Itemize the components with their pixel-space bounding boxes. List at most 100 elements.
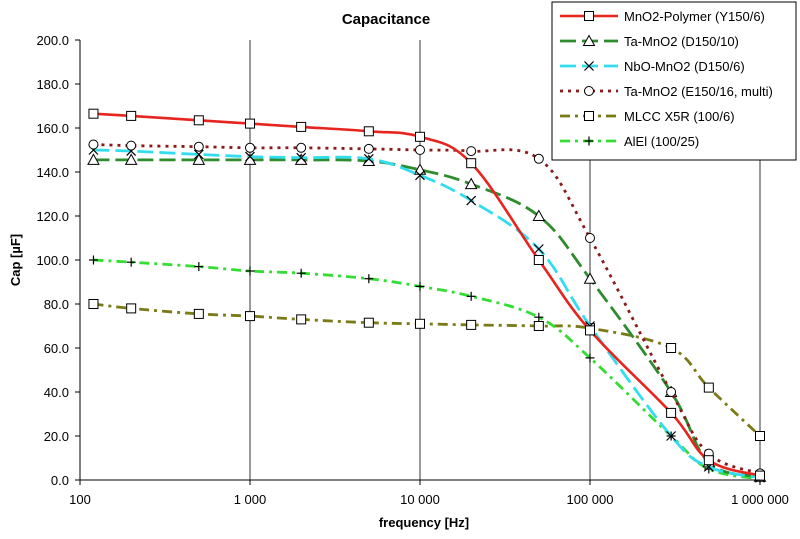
data-point	[245, 151, 255, 162]
x-tick-label: 1 000 000	[731, 492, 789, 507]
legend-label: AlEl (100/25)	[624, 134, 699, 149]
y-tick-label: 120.0	[36, 209, 69, 224]
y-tick-label: 0.0	[51, 473, 69, 488]
x-tick-label: 10 000	[400, 492, 440, 507]
data-point	[193, 308, 204, 319]
x-tick-label: 100 000	[567, 492, 614, 507]
data-point	[192, 153, 206, 165]
data-point	[296, 152, 307, 163]
y-axis-label: Cap [µF]	[8, 234, 23, 286]
legend-entry: MnO2-Polymer (Y150/6)	[560, 9, 765, 24]
legend-label: Ta-MnO2 (E150/16, multi)	[624, 84, 773, 99]
legend: MnO2-Polymer (Y150/6) Ta-MnO2 (D150/10) Nb…	[551, 1, 797, 161]
data-point	[755, 431, 765, 441]
data-point	[363, 126, 374, 137]
data-point	[87, 153, 100, 165]
legend-marker	[584, 11, 594, 21]
data-point	[296, 268, 306, 278]
data-point	[666, 343, 677, 353]
data-point	[466, 291, 476, 301]
data-point	[88, 255, 98, 265]
data-point	[245, 142, 255, 153]
y-tick-label: 100.0	[36, 253, 69, 268]
data-point	[124, 153, 138, 165]
data-point	[755, 470, 765, 481]
y-tick-label: 180.0	[36, 77, 69, 92]
data-point	[364, 274, 374, 284]
legend-entry: AlEl (100/25)	[560, 134, 699, 149]
data-point	[466, 146, 477, 157]
axis-ticks: 100 1 000 10 000 100 000 1 000 000 0.0 20.0 40.…	[36, 33, 788, 507]
series-line	[93, 158, 761, 479]
y-tick-label: 20.0	[44, 429, 69, 444]
data-point	[363, 153, 374, 164]
series-1	[88, 108, 765, 481]
data-point	[583, 272, 597, 284]
data-point	[666, 407, 677, 418]
legend-marker	[582, 34, 596, 46]
data-point	[126, 140, 137, 151]
data-point	[415, 170, 425, 181]
data-point	[585, 233, 595, 243]
legend-marker	[584, 136, 594, 146]
legend-label: MLCC X5R (100/6)	[624, 109, 735, 124]
legend-label: MnO2-Polymer (Y150/6)	[624, 9, 765, 24]
data-point	[296, 314, 307, 325]
data-point	[533, 153, 544, 164]
data-point	[464, 177, 478, 190]
data-point	[245, 118, 255, 129]
legend-label: NbO-MnO2 (D150/6)	[624, 59, 745, 74]
data-point	[245, 266, 255, 276]
data-point	[666, 387, 677, 397]
y-tick-label: 160.0	[36, 121, 69, 136]
series-3	[88, 145, 765, 483]
y-tick-label: 40.0	[44, 385, 69, 400]
chart-title: Capacitance	[342, 11, 430, 28]
legend-marker	[584, 86, 594, 96]
legend-marker	[584, 61, 594, 71]
data-point	[533, 255, 544, 265]
data-point	[88, 299, 99, 309]
data-point	[294, 153, 308, 165]
data-point	[703, 382, 714, 393]
data-point	[363, 317, 374, 328]
data-point	[415, 131, 425, 142]
data-point	[193, 115, 204, 126]
legend-entry: Ta-MnO2 (E150/16, multi)	[560, 84, 773, 99]
legend-entry: Ta-MnO2 (D150/10)	[560, 34, 739, 49]
data-point	[126, 110, 137, 121]
data-point	[466, 195, 477, 206]
data-point	[533, 321, 544, 331]
data-point	[126, 303, 137, 314]
data-point	[585, 353, 595, 363]
y-tick-label: 60.0	[44, 341, 69, 356]
data-point	[466, 319, 477, 330]
legend-entry: NbO-MnO2 (D150/6)	[560, 59, 745, 74]
data-point	[88, 108, 99, 119]
x-axis-label: frequency [Hz]	[379, 515, 469, 530]
data-point	[585, 325, 595, 336]
y-tick-label: 140.0	[36, 165, 69, 180]
legend-marker	[584, 111, 594, 121]
legend-box	[551, 1, 797, 161]
data-point	[534, 312, 544, 322]
data-point	[126, 257, 136, 267]
data-point	[296, 142, 307, 153]
data-point	[703, 455, 714, 466]
data-point	[245, 311, 255, 322]
y-tick-label: 80.0	[44, 297, 69, 312]
data-point	[466, 158, 477, 169]
y-tick-label: 200.0	[36, 33, 69, 48]
legend-entry: MLCC X5R (100/6)	[560, 109, 735, 124]
data-point	[363, 143, 374, 154]
x-tick-label: 1 000	[234, 492, 267, 507]
data-point	[88, 139, 99, 150]
data-point	[415, 318, 425, 329]
data-point	[415, 281, 425, 291]
data-point	[415, 145, 425, 155]
data-point	[194, 262, 204, 272]
data-point	[193, 141, 204, 152]
data-point	[296, 121, 307, 132]
series-layer	[87, 108, 767, 484]
